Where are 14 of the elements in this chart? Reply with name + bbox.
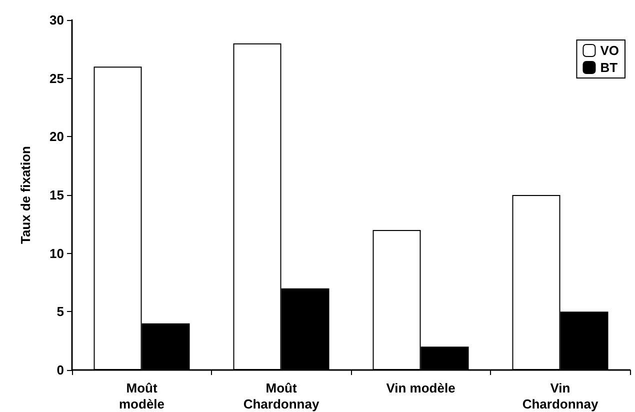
x-tick-label: Vin modèle (386, 380, 456, 396)
legend-label: VO (600, 43, 620, 58)
x-tick-label: Vin Chardonnay (522, 380, 599, 412)
legend-label: BT (600, 60, 618, 75)
y-tick-label: 20 (50, 129, 64, 144)
y-tick-label: 30 (50, 12, 64, 28)
x-tick-label: Moût modèle (118, 380, 165, 412)
y-axis-title: Taux de fixation (18, 146, 33, 244)
y-tick-label: 15 (50, 188, 64, 202)
y-tick-label: 25 (50, 70, 64, 86)
x-tick-label: Moût Chardonnay (243, 380, 320, 412)
y-tick-label: 10 (50, 246, 64, 261)
y-tick-label: 5 (56, 304, 64, 320)
y-tick-label: 0 (56, 362, 64, 378)
